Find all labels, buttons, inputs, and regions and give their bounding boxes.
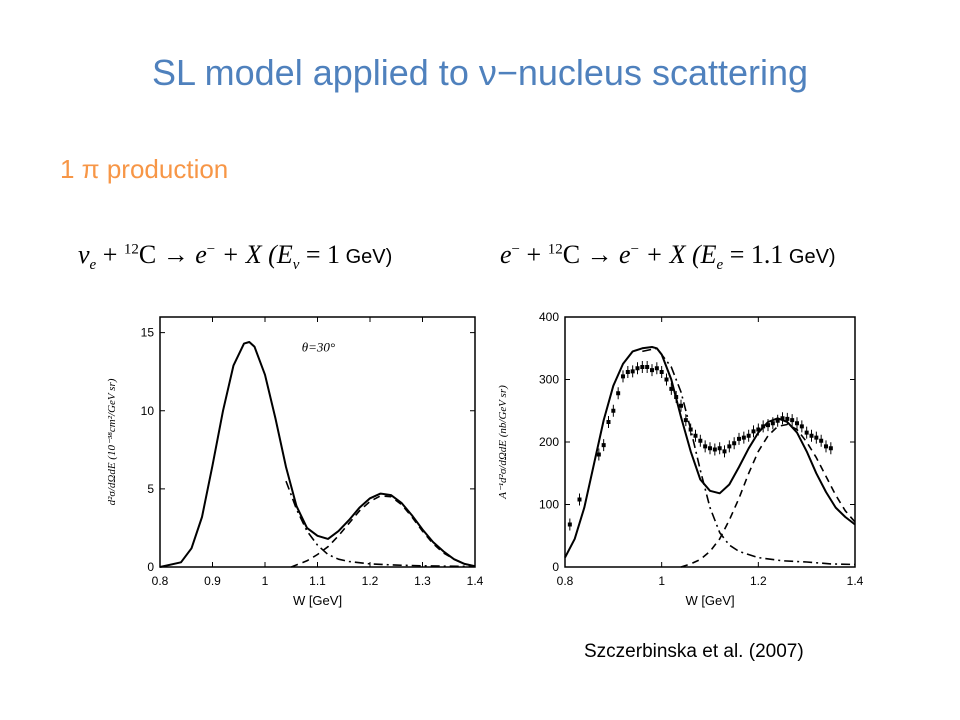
data-point xyxy=(828,446,833,451)
x-axis-label: W [GeV] xyxy=(685,593,734,608)
data-point xyxy=(659,370,664,374)
data-point xyxy=(741,435,746,440)
data-point xyxy=(630,369,635,374)
y-tick-label: 100 xyxy=(539,498,559,512)
data-point xyxy=(761,424,766,429)
series-line-solid xyxy=(564,346,856,559)
x-tick-label: 1.2 xyxy=(362,574,379,588)
data-point xyxy=(635,366,640,371)
x-tick-label: 1.4 xyxy=(467,574,484,588)
plot-frame xyxy=(564,316,856,568)
series-line-dashdot xyxy=(285,480,476,568)
x-tick-label: 0.8 xyxy=(152,574,169,588)
data-point xyxy=(693,433,698,438)
data-point xyxy=(722,449,727,454)
data-point xyxy=(703,444,708,449)
x-tick-label: 1 xyxy=(262,574,269,588)
data-point xyxy=(567,522,572,527)
y-tick-label: 10 xyxy=(141,404,155,418)
data-point xyxy=(799,424,804,429)
right-reaction-equation: e− + 12C → e− + X (Ee = 1.1 GeV) xyxy=(500,240,836,274)
x-tick-label: 1.4 xyxy=(847,574,864,588)
data-point xyxy=(737,436,741,441)
data-point xyxy=(751,429,756,434)
x-tick-label: 0.9 xyxy=(204,574,221,588)
citation: Szczerbinska et al. (2007) xyxy=(584,641,804,662)
series-line-solid xyxy=(159,341,476,568)
data-point xyxy=(717,446,722,451)
data-point xyxy=(756,427,761,432)
data-point xyxy=(770,421,775,426)
data-point xyxy=(577,497,582,502)
data-point xyxy=(775,418,780,423)
y-tick-label: 300 xyxy=(539,373,559,387)
data-point xyxy=(824,444,828,449)
data-point xyxy=(790,418,795,423)
data-point xyxy=(766,423,770,428)
data-point xyxy=(596,452,601,457)
plot-frame xyxy=(159,316,476,568)
chart-annotation: θ=30° xyxy=(302,339,335,354)
data-point xyxy=(679,403,683,408)
data-point xyxy=(795,421,799,426)
data-point xyxy=(785,416,790,421)
data-point xyxy=(727,444,732,449)
data-point xyxy=(698,438,703,443)
series-line-dashed xyxy=(291,495,476,568)
data-point xyxy=(669,386,674,391)
data-point xyxy=(746,433,751,438)
x-axis-label: W [GeV] xyxy=(293,593,342,608)
y-axis-label: A⁻¹d²σ/dΩdE (nb/GeV sr) xyxy=(497,385,509,500)
y-axis-label: d²σ/dΩdE (10⁻³⁸cm²/GeV sr) xyxy=(106,378,118,505)
data-point xyxy=(819,438,824,443)
series-line-dashed xyxy=(680,423,856,568)
data-point xyxy=(650,368,654,373)
data-point xyxy=(664,377,669,382)
data-point xyxy=(708,446,712,451)
x-tick-label: 1 xyxy=(658,574,665,588)
x-tick-label: 1.3 xyxy=(414,574,431,588)
data-point xyxy=(780,416,785,421)
data-point xyxy=(616,391,621,396)
x-tick-label: 1.1 xyxy=(309,574,326,588)
data-point xyxy=(601,443,606,448)
data-point xyxy=(732,441,737,446)
data-point xyxy=(804,430,809,435)
y-tick-label: 0 xyxy=(552,560,559,574)
y-tick-label: 200 xyxy=(539,435,559,449)
x-tick-label: 1.2 xyxy=(750,574,767,588)
slide-title: SL model applied to ν−nucleus scattering xyxy=(151,52,809,93)
bullet-text: 1 π production xyxy=(60,154,229,184)
series-line-dashdot xyxy=(642,347,856,566)
data-point xyxy=(814,435,819,440)
data-point xyxy=(640,365,645,369)
left-reaction-equation: νe + 12C → e− + X (Eν = 1 GeV) xyxy=(78,240,393,274)
y-tick-label: 5 xyxy=(147,482,154,496)
data-point xyxy=(611,408,616,413)
data-point xyxy=(688,427,693,432)
data-point xyxy=(645,365,650,369)
electron-cross-section-chart: 0.8 1 1.2 1.4 0 100 200 300 400 W [GeV] A⁻¹d²σ/dΩd… xyxy=(497,310,864,608)
data-point xyxy=(674,395,679,399)
y-tick-label: 0 xyxy=(147,560,154,574)
y-tick-label: 15 xyxy=(141,326,155,340)
data-point xyxy=(683,418,688,423)
data-point xyxy=(621,374,625,379)
data-point xyxy=(606,420,611,424)
data-point xyxy=(625,370,630,374)
y-tick-label: 400 xyxy=(539,310,559,324)
data-point xyxy=(654,366,659,371)
x-tick-label: 0.8 xyxy=(557,574,574,588)
data-point xyxy=(809,433,814,438)
data-point xyxy=(712,447,717,452)
neutrino-cross-section-chart: 0.8 0.9 1 1.1 1.2 1.3 1.4 0 5 10 15 W [GeV] d²σ/dΩdE… xyxy=(106,316,484,608)
